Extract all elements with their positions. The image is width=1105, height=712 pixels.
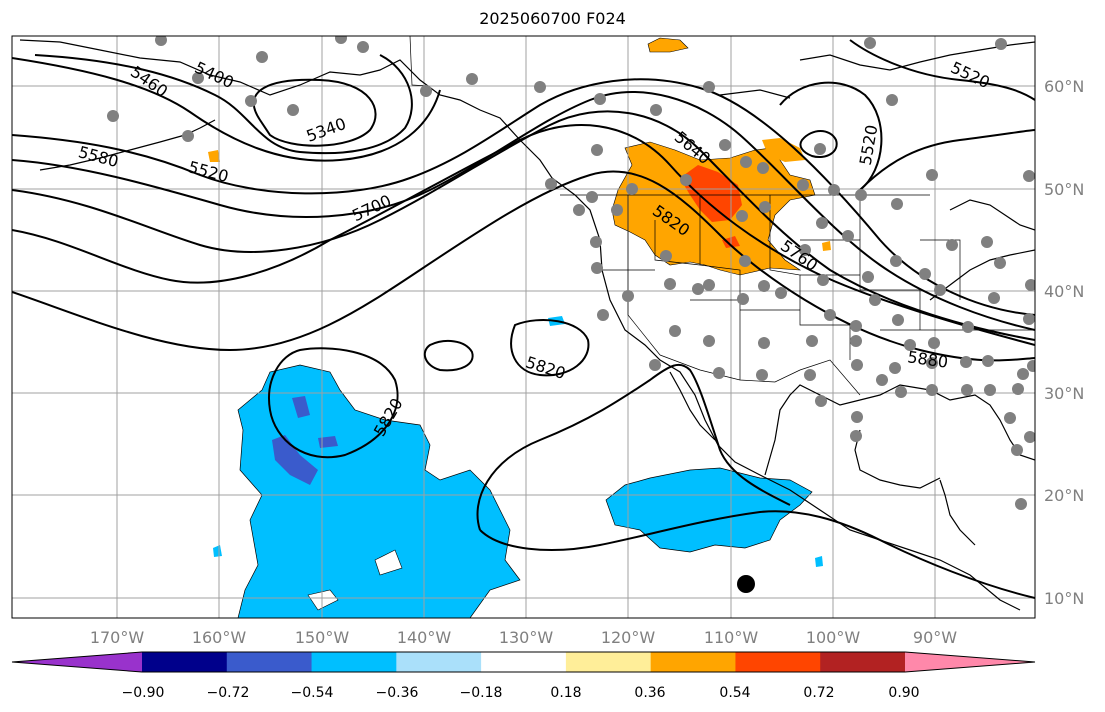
lon-label: 140°W bbox=[397, 628, 452, 647]
colorbar-label: 0.36 bbox=[634, 685, 665, 701]
lat-label: 30°N bbox=[1044, 384, 1084, 403]
colorbar-segment bbox=[142, 652, 228, 672]
colorbar-label: −0.54 bbox=[291, 685, 334, 701]
lon-label: 130°W bbox=[499, 628, 554, 647]
storm-center-marker bbox=[737, 575, 755, 593]
lon-label: 120°W bbox=[601, 628, 656, 647]
colorbar-labels: −0.90 −0.72 −0.54 −0.36 −0.18 0.18 0.36 … bbox=[122, 685, 920, 701]
colorbar bbox=[11, 651, 1036, 673]
colorbar-segment bbox=[396, 652, 482, 672]
height-contours bbox=[12, 39, 1035, 599]
lat-label: 20°N bbox=[1044, 486, 1084, 505]
colorbar-label: 0.54 bbox=[719, 685, 750, 701]
colorbar-label: −0.90 bbox=[122, 685, 165, 701]
lon-label: 160°W bbox=[192, 628, 247, 647]
colorbar-segment bbox=[226, 652, 313, 672]
colorbar-label: 0.72 bbox=[803, 685, 834, 701]
lat-label: 60°N bbox=[1044, 77, 1084, 96]
station-markers bbox=[107, 36, 1035, 510]
lon-label: 100°W bbox=[806, 628, 861, 647]
colorbar-segment bbox=[820, 652, 906, 672]
colorbar-label: −0.72 bbox=[207, 685, 250, 701]
colorbar-label: −0.18 bbox=[460, 685, 503, 701]
colorbar-segment bbox=[650, 652, 736, 672]
lon-labels: 170°W 160°W 150°W 140°W 130°W 120°W 110°… bbox=[90, 628, 957, 647]
colorbar-extend-low bbox=[12, 652, 142, 672]
lat-label: 50°N bbox=[1044, 180, 1084, 199]
map-area: 5400 5460 5340 5520 5580 5700 5640 5820 … bbox=[12, 36, 1035, 618]
colorbar-outline bbox=[11, 651, 1036, 673]
lon-label: 170°W bbox=[90, 628, 145, 647]
lat-label: 40°N bbox=[1044, 282, 1084, 301]
lat-label: 10°N bbox=[1044, 589, 1084, 608]
colorbar-segment bbox=[565, 652, 652, 672]
lat-labels: 60°N 50°N 40°N 30°N 20°N 10°N bbox=[1044, 77, 1084, 608]
colorbar-segment bbox=[311, 652, 397, 672]
colorbar-extend-high bbox=[905, 652, 1035, 672]
colorbar-label: 0.90 bbox=[888, 685, 919, 701]
colorbar-segment bbox=[481, 652, 567, 672]
chart-title: 2025060700 F024 bbox=[479, 9, 626, 28]
lon-label: 150°W bbox=[295, 628, 350, 647]
colorbar-segment bbox=[735, 652, 821, 672]
map-frame bbox=[11, 35, 1036, 619]
lon-label: 90°W bbox=[913, 628, 957, 647]
lon-label: 110°W bbox=[704, 628, 759, 647]
colorbar-label: −0.36 bbox=[376, 685, 419, 701]
colorbar-label: 0.18 bbox=[550, 685, 581, 701]
